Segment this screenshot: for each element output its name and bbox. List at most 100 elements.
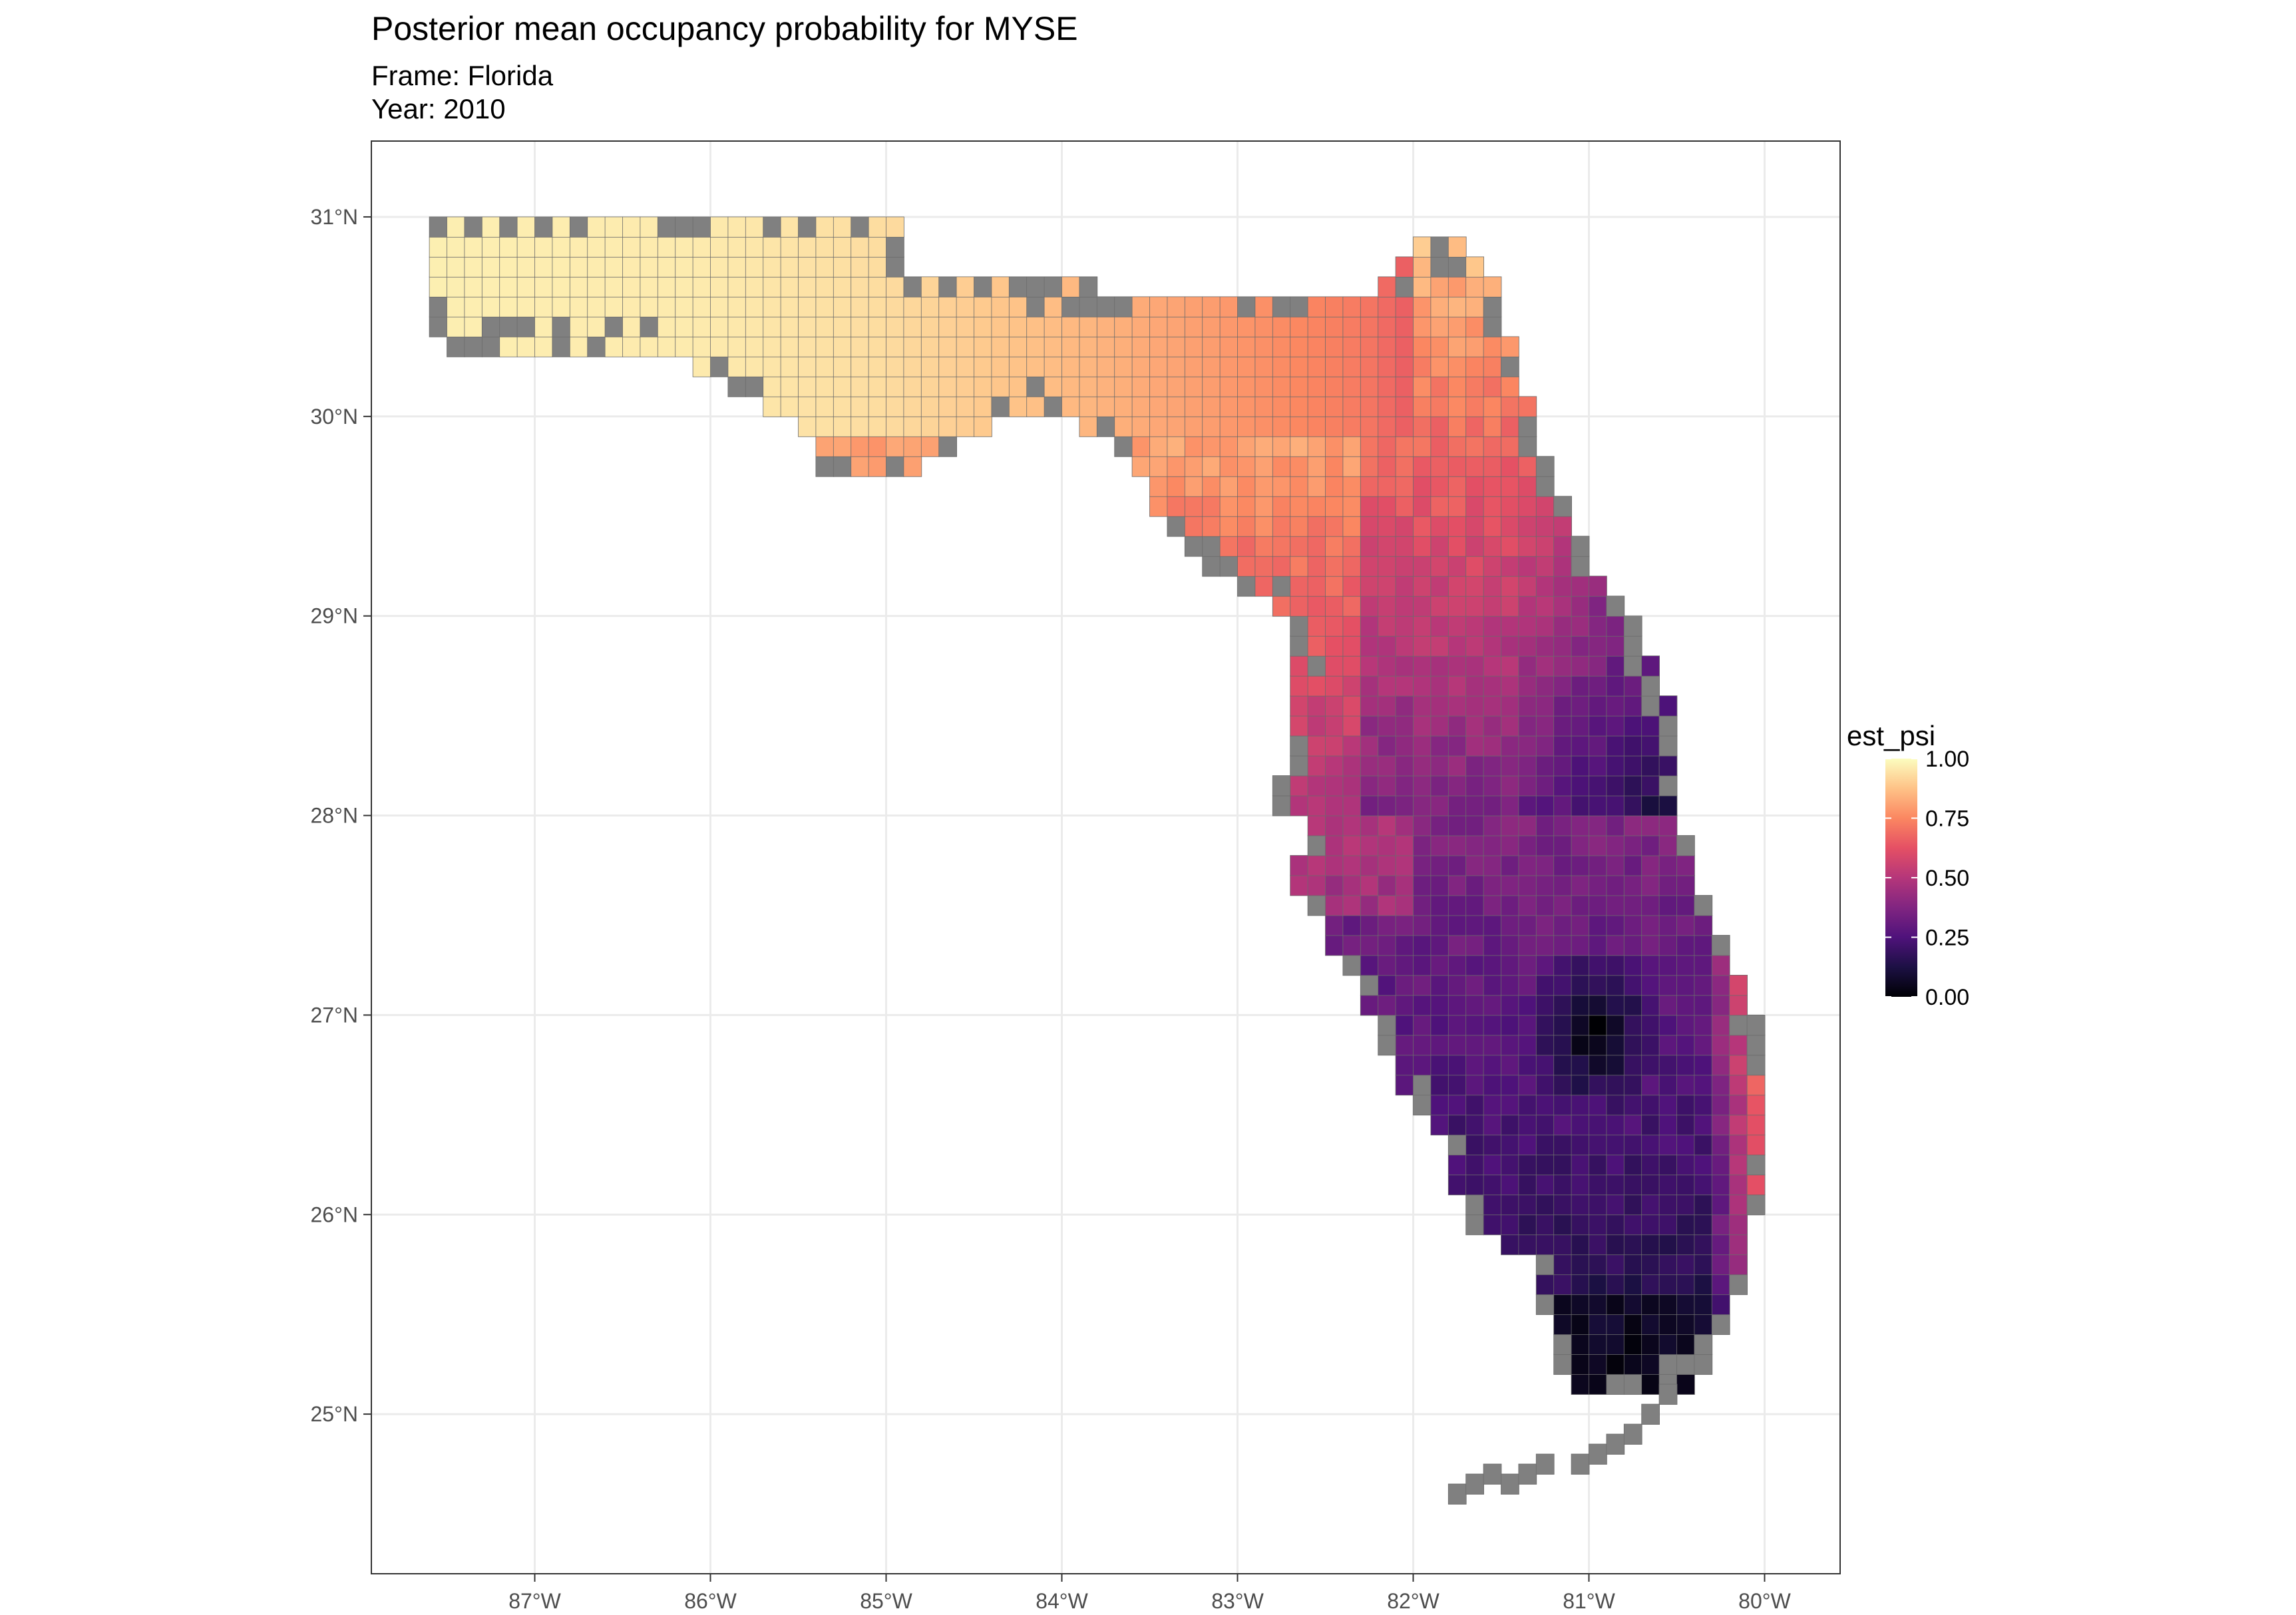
grid-cell [1553,695,1572,717]
grid-cell [851,216,870,238]
grid-cell [1729,1194,1748,1216]
grid-cell [604,216,624,238]
grid-cell [1535,1194,1555,1216]
grid-cell [1553,635,1572,657]
grid-cell [1378,476,1396,497]
grid-cell [1237,496,1256,517]
grid-cell [1237,536,1256,557]
grid-cell [1571,955,1590,976]
x-tick-label: 87°W [508,1589,561,1613]
grid-cell [1483,336,1502,357]
grid-cell [798,376,817,397]
grid-cell [1606,1254,1625,1276]
grid-cell [1184,376,1203,397]
grid-cell [1676,1014,1695,1036]
grid-cell [1044,276,1063,297]
grid-cell [1606,1154,1625,1176]
grid-cell [1535,456,1555,477]
grid-cell [1606,1074,1625,1096]
grid-cell [1254,296,1274,317]
grid-cell [1729,1274,1748,1296]
grid-cell [1694,1114,1713,1136]
grid-cell [1571,855,1590,876]
grid-cell [1131,456,1151,477]
grid-cell [1553,995,1572,1016]
grid-cell [745,316,764,337]
grid-cell [1061,336,1080,357]
grid-cell [1501,516,1519,537]
grid-cell [798,316,817,337]
grid-cell [604,276,624,297]
grid-cell [886,316,904,337]
grid-cell-na [1465,1473,1484,1495]
grid-cell [1008,316,1028,337]
grid-cell [1676,835,1695,856]
grid-cell [1465,875,1484,896]
grid-cell [1079,336,1098,357]
grid-cell [1746,1194,1766,1216]
grid-cell [1061,396,1080,417]
grid-cell [1518,476,1537,497]
legend-label: 0.50 [1925,866,1969,891]
x-tick-label: 86°W [684,1589,737,1613]
grid-cell [991,356,1010,377]
grid-cell [1518,735,1537,757]
grid-cell [1325,675,1344,697]
grid-cell [1483,1134,1502,1156]
grid-cell [1447,655,1467,677]
grid-cell [1378,296,1396,317]
grid-cell [1483,1154,1502,1176]
grid-cell [499,276,518,297]
grid-cell [1325,815,1344,836]
grid-cell [1378,456,1396,477]
grid-cell [640,316,659,337]
grid-cell [1378,675,1396,697]
grid-cell [974,396,992,417]
grid-cell [1307,635,1326,657]
grid-cell [1571,655,1590,677]
grid-cell [1571,1134,1590,1156]
grid-cell [1641,1174,1660,1196]
grid-cell [1167,376,1186,397]
grid-cell [1430,296,1449,317]
grid-cell [1290,875,1308,896]
grid-cell [1202,296,1221,317]
grid-cell [1184,456,1203,477]
grid-cell [1729,1034,1748,1056]
grid-cell [815,216,835,238]
grid-cell [1465,635,1484,657]
grid-cell [1430,356,1449,377]
grid-cell [1553,1353,1572,1375]
grid-cell [1535,1114,1555,1136]
grid-cell [1746,1154,1766,1176]
grid-cell [1571,576,1590,597]
grid-cell [1360,775,1379,797]
grid-cell [1553,1194,1572,1216]
grid-cell [1658,775,1678,797]
grid-cell [1535,935,1555,956]
grid-cell [1746,1074,1766,1096]
grid-cell [1219,356,1239,377]
grid-cell [1465,855,1484,876]
grid-cell [1606,875,1625,896]
grid-cell [1430,436,1449,457]
grid-cell [851,376,870,397]
grid-cell [1413,536,1432,557]
grid-cell [1483,316,1502,337]
grid-cell [481,216,500,238]
grid-cell [1501,735,1519,757]
grid-cell [1342,396,1362,417]
grid-cell [1325,416,1344,437]
grid-cell [1290,655,1308,677]
grid-cell [1272,476,1291,497]
grid-cell [1676,935,1695,956]
grid-cell [1342,795,1362,816]
grid-cell [1237,316,1256,337]
grid-cell [1413,396,1432,417]
grid-cell [569,336,588,357]
grid-cell [763,376,782,397]
grid-cell [1641,1154,1660,1176]
grid-cell [1465,256,1484,277]
grid-cell [1518,396,1537,417]
grid-cell [1465,715,1484,737]
